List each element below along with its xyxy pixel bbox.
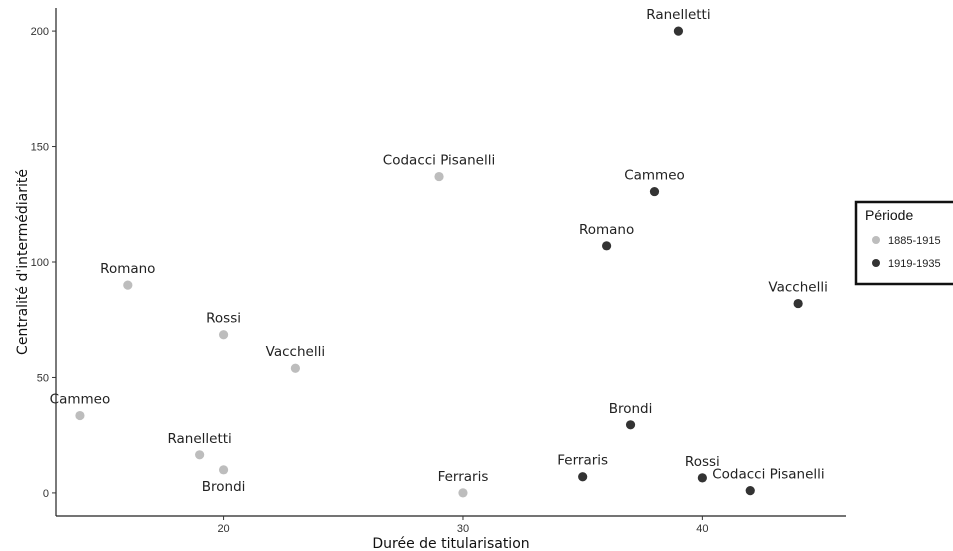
point-label: Rossi [206,311,241,327]
data-point [219,330,228,339]
data-point [746,486,755,495]
point-label: Vacchelli [768,280,827,296]
data-point [434,172,443,181]
point-label: Vacchelli [266,344,325,360]
data-point [458,488,467,497]
data-point [650,187,659,196]
y-tick-label: 0 [43,488,49,500]
data-point [674,26,683,35]
point-label: Ferraris [557,453,608,469]
x-tick-label: 20 [217,523,229,535]
plot-area: 0 50 100 150 200 20 30 40 Cammeo Romano Ranellet… [31,7,846,535]
y-tick-label: 150 [31,142,49,154]
legend: Période 1885-1915 1919-1935 [856,202,953,284]
data-point [291,364,300,373]
data-point [578,472,587,481]
point-label: Romano [100,261,155,277]
point-label: Codacci Pisanelli [383,153,495,169]
x-tick-label: 40 [696,523,708,535]
legend-swatch [872,259,880,267]
data-points [75,26,802,497]
data-point [219,465,228,474]
y-ticks: 0 50 100 150 200 [31,26,56,500]
point-label: Cammeo [50,392,111,408]
data-point [123,280,132,289]
point-label: Ferraris [438,469,489,485]
legend-title: Période [865,207,913,223]
legend-label: 1885-1915 [888,235,941,247]
legend-label: 1919-1935 [888,258,941,270]
data-point [195,450,204,459]
data-point [602,241,611,250]
data-point [75,411,84,420]
point-label: Brondi [202,479,246,495]
y-axis-title: Centralité d'intermédiarité [15,169,31,355]
x-tick-label: 30 [457,523,469,535]
legend-swatch [872,236,880,244]
point-labels: Cammeo Romano Ranelletti Brondi Rossi Vacchel… [50,7,828,495]
data-point [794,299,803,308]
x-ticks: 20 30 40 [217,516,708,535]
data-point [698,473,707,482]
point-label: Romano [579,222,634,238]
y-tick-label: 100 [31,257,49,269]
data-point [626,420,635,429]
point-label: Ranelletti [167,431,231,447]
point-label: Brondi [609,401,653,417]
y-tick-label: 50 [37,372,49,384]
x-axis-title: Durée de titularisation [372,536,529,551]
point-label: Ranelletti [646,7,710,23]
point-label: Cammeo [624,168,685,184]
y-tick-label: 200 [31,26,49,38]
point-label: Codacci Pisanelli [712,467,824,483]
